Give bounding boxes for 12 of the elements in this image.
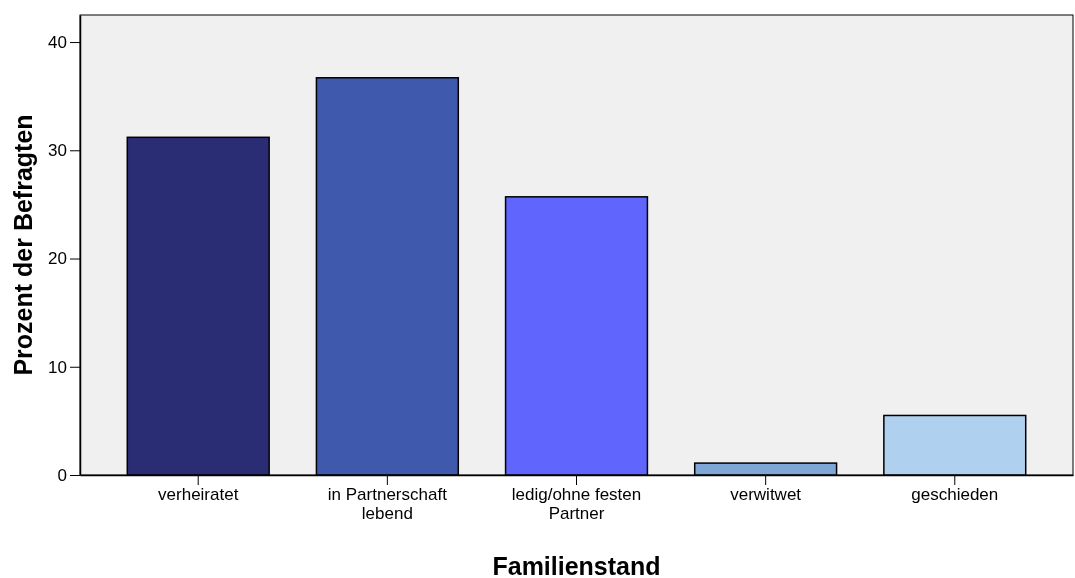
y-tick-label: 30 <box>48 141 67 161</box>
x-tick-label: ledig/ohne festen Partner <box>511 485 642 523</box>
y-tick-label: 10 <box>48 357 67 377</box>
y-tick-label: 40 <box>48 33 67 52</box>
x-tick-label: verwitwet <box>730 485 802 505</box>
y-tick-label: 0 <box>57 465 67 485</box>
y-tick-label: 20 <box>48 249 67 269</box>
x-tick-label: in Partnerschaft lebend <box>327 485 448 523</box>
x-axis-title: Familienstand <box>492 552 661 578</box>
x-tick-label: verheiratet <box>158 485 239 505</box>
y-axis-title: Prozent der Befragten <box>9 114 37 376</box>
x-tick-label: geschieden <box>911 485 999 505</box>
